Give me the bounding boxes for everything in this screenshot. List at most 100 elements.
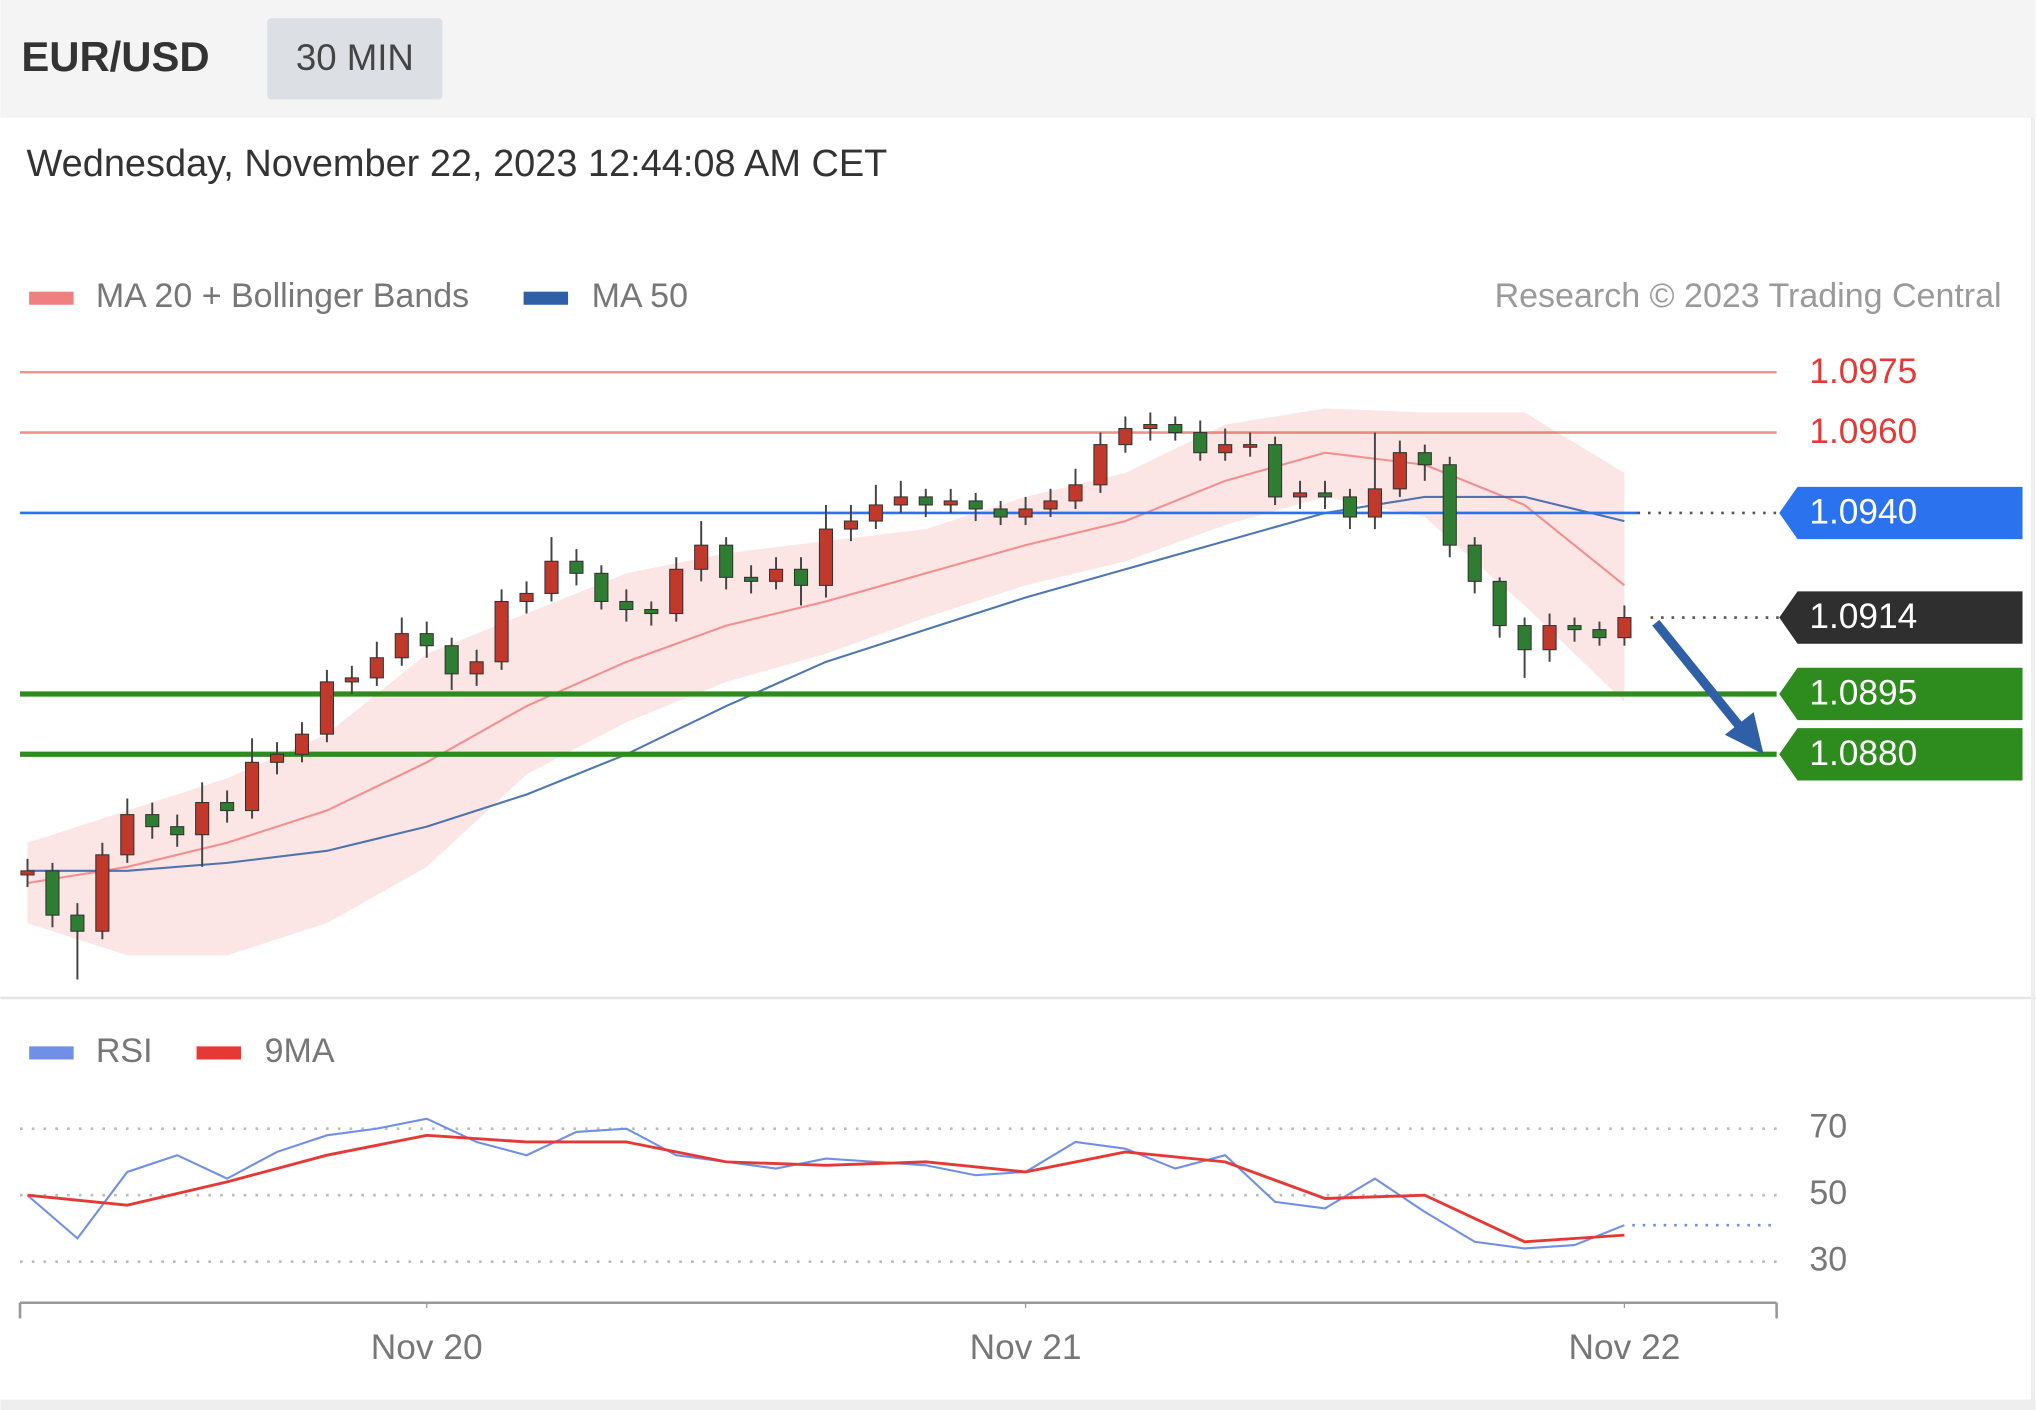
moving-average: [27, 451, 1626, 885]
candle-body: [245, 761, 260, 812]
candle-body: [669, 568, 684, 615]
candle-body: [1093, 444, 1108, 486]
candle-body: [269, 753, 285, 763]
candle-body: [893, 496, 908, 506]
candle-body: [1342, 496, 1358, 518]
candle-body: [719, 544, 734, 578]
y-tick-label: 70: [1809, 1108, 1847, 1146]
candle-body: [444, 645, 459, 675]
level-tag: [1779, 667, 2023, 721]
legend-swatch: [29, 1046, 74, 1060]
level-tag: [1779, 728, 2023, 781]
bollinger-band: [27, 408, 1625, 956]
candle-body: [1043, 500, 1058, 510]
legend-swatch: [196, 1046, 242, 1060]
candle-body: [644, 608, 659, 615]
candle-body: [20, 870, 35, 876]
y-tick-label: 30: [1809, 1241, 1847, 1279]
candle-body: [1068, 484, 1083, 502]
candle-body: [145, 814, 160, 828]
x-tick-label: Nov 22: [1568, 1328, 1680, 1367]
series-line: [26, 1117, 1625, 1250]
candle-body: [744, 576, 759, 582]
level-label: 1.0895: [1809, 674, 1917, 713]
candle-body: [294, 733, 310, 755]
legend-swatch: [29, 291, 74, 305]
candle-body: [195, 802, 210, 836]
candle-body: [818, 528, 834, 586]
candle-body: [469, 661, 484, 675]
candle-body: [344, 677, 359, 683]
level-tag: [1779, 591, 2023, 644]
candle-body: [1118, 428, 1133, 446]
timestamp: Wednesday, November 22, 2023 12:44:08 AM…: [27, 143, 888, 185]
candle-body: [220, 802, 235, 812]
candle-body: [1317, 492, 1333, 498]
candle-body: [1517, 625, 1532, 651]
candle-body: [968, 500, 983, 510]
candle-body: [943, 500, 958, 506]
candle-body: [394, 633, 409, 659]
candle-body: [1268, 444, 1283, 498]
level-tag: [1779, 486, 2023, 540]
x-tick-label: Nov 20: [371, 1328, 483, 1367]
candle-body: [1367, 488, 1382, 518]
candle-body: [768, 568, 784, 582]
candle-body: [793, 568, 809, 586]
rsi-panel: RSI 9MA 30 50 70 Nov 20 Nov 21 Nov 22: [18, 1032, 1847, 1367]
symbol: EUR/USD: [21, 33, 209, 80]
level-label: 1.0940: [1809, 493, 1917, 532]
candle-body: [70, 914, 85, 932]
candle-body: [843, 520, 858, 530]
candle-body: [1442, 464, 1457, 546]
moving-average: [27, 495, 1625, 872]
candle-body: [993, 508, 1008, 518]
candle-body: [95, 854, 110, 932]
candle-body: [619, 600, 634, 611]
candle-body: [918, 496, 933, 506]
candle-body: [519, 592, 534, 602]
candle-body: [1392, 452, 1407, 490]
x-tick-label: Nov 21: [970, 1328, 1082, 1367]
candle-body: [1592, 629, 1607, 639]
candle-body: [1467, 544, 1482, 582]
level-label: 1.0960: [1809, 412, 1917, 451]
legend-label: MA 50: [592, 277, 688, 315]
candle-body: [1292, 492, 1308, 498]
candle-body: [1567, 625, 1582, 631]
candle-body: [694, 544, 709, 570]
candle-body: [1168, 424, 1183, 434]
candle-body: [1243, 444, 1258, 448]
forecast-arrow: [1652, 619, 1749, 737]
candle-body: [594, 572, 609, 602]
candle-body: [569, 560, 584, 574]
y-tick-label: 50: [1809, 1174, 1847, 1212]
level-label: 1.0975: [1809, 352, 1917, 391]
candle-body: [494, 600, 509, 663]
candle-body: [868, 504, 883, 522]
candle-body: [1018, 508, 1033, 518]
candle-body: [419, 633, 434, 647]
bottom-border: [0, 1399, 2036, 1410]
level-label: 1.0914: [1809, 597, 1917, 636]
legend-swatch: [523, 291, 569, 305]
candle-body: [544, 560, 559, 594]
candle-body: [1143, 424, 1158, 430]
legend-label: RSI: [96, 1032, 153, 1070]
candle-body: [1492, 580, 1507, 627]
candle-body: [1542, 625, 1557, 651]
legend-label: 9MA: [265, 1032, 335, 1070]
legend-label: MA 20 + Bollinger Bands: [96, 277, 469, 315]
series-line: [27, 1133, 1625, 1244]
candle-body: [120, 814, 135, 856]
candle-body: [1417, 452, 1432, 466]
candle-body: [319, 681, 334, 735]
interval-badge: [267, 18, 443, 100]
candle-body: [1218, 444, 1233, 454]
candle-body: [170, 826, 185, 836]
level-label: 1.0880: [1809, 734, 1917, 773]
candle-body: [369, 657, 384, 679]
